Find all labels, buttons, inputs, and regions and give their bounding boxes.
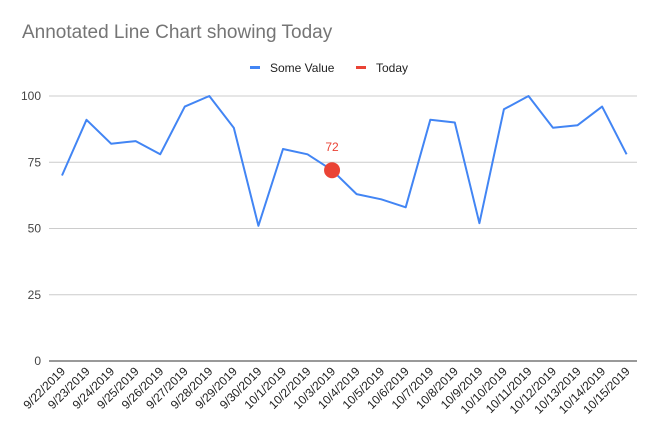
x-axis-ticks: 9/22/20199/23/20199/24/20199/25/20199/26… — [20, 364, 633, 417]
legend-item-today: Today — [356, 61, 408, 75]
chart-title: Annotated Line Chart showing Today — [22, 22, 333, 43]
y-tick-label: 25 — [28, 288, 42, 302]
grid-layer — [49, 95, 637, 362]
series-line-some-value — [61, 95, 628, 227]
legend-swatch — [250, 66, 260, 69]
y-tick-label: 75 — [28, 155, 42, 169]
y-tick-label: 50 — [28, 222, 42, 236]
legend-item-some-value: Some Value — [250, 61, 335, 75]
legend-label: Some Value — [270, 61, 335, 75]
today-annotation-label: 72 — [325, 140, 339, 154]
legend-swatch — [356, 66, 366, 69]
today-marker — [324, 162, 341, 179]
y-axis-ticks: 0 25 50 75 100 — [21, 89, 41, 368]
legend-label: Today — [376, 61, 408, 75]
y-tick-label: 0 — [34, 354, 41, 368]
legend: Some Value Today — [250, 61, 408, 75]
series-layer: 72 — [61, 95, 628, 227]
y-tick-label: 100 — [21, 89, 41, 103]
